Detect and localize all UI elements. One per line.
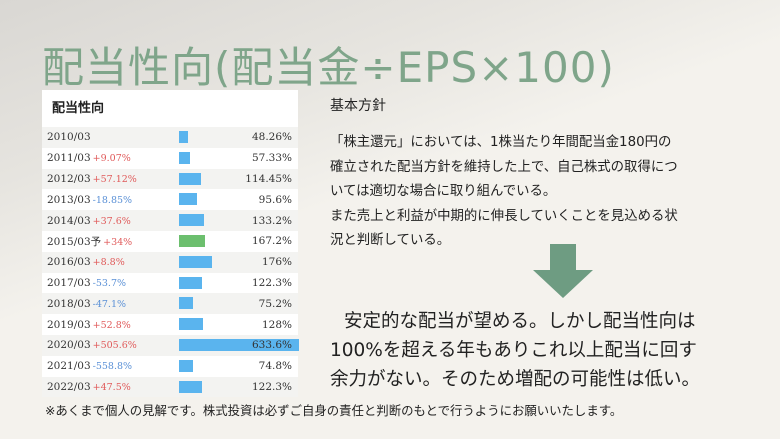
row-value: 114.45%: [245, 172, 292, 185]
conclusion-line: 100%を超える年もありこれ以上配当に回す: [330, 340, 697, 361]
table-row: 2015/03予 +34% 167.2%: [42, 230, 298, 252]
row-change: +47.5%: [92, 381, 131, 393]
policy-line: いては適切な場合に取り組んでいる。: [330, 184, 557, 199]
row-value: 128%: [261, 318, 292, 331]
row-value: 57.33%: [251, 152, 292, 165]
row-value: 122.3%: [251, 276, 292, 289]
row-bar: [179, 214, 204, 227]
row-value: 122.3%: [251, 380, 292, 393]
table-row: 2022/03 +47.5% 122.3%: [42, 376, 298, 398]
row-bar: [179, 318, 203, 331]
table-row: 2016/03 +8.8% 176%: [42, 251, 298, 273]
row-change: +505.6%: [92, 340, 137, 352]
row-bar: [179, 338, 299, 351]
table-row: 2012/03 +57.12% 114.45%: [42, 168, 298, 190]
slide-title: 配当性向(配当金÷EPS×100): [42, 43, 615, 92]
row-year: 2015/03予 +34%: [47, 235, 133, 248]
row-year: 2013/03 -18.85%: [47, 193, 133, 206]
row-year: 2014/03 +37.6%: [47, 214, 131, 227]
row-year: 2020/03 +505.6%: [47, 339, 137, 352]
row-bar: [179, 131, 188, 143]
row-bar: [179, 276, 202, 289]
row-value: 48.26%: [251, 131, 292, 144]
table-row: 2020/03 +505.6% 633.6%: [42, 334, 299, 356]
table-title: 配当性向: [52, 101, 105, 116]
row-value: 75.2%: [258, 297, 292, 310]
table-rows: 2010/03 48.26% 2011/03 +9.07% 57.33% 2012/03 +…: [42, 127, 299, 398]
row-bar: [179, 234, 205, 247]
policy-text: 「株主還元」においては、1株当たり年間配当金180円の 確立された配当方針を維持…: [330, 131, 770, 254]
table-row: 2010/03 48.26%: [42, 127, 298, 148]
policy-line: 「株主還元」においては、1株当たり年間配当金180円の: [330, 135, 672, 150]
down-arrow-icon: [533, 244, 593, 298]
row-bar: [179, 297, 193, 310]
row-bar: [179, 172, 201, 185]
row-change: +37.6%: [92, 215, 131, 227]
row-value: 633.6%: [251, 339, 292, 352]
table-row: 2011/03 +9.07% 57.33%: [42, 147, 298, 169]
row-change: +52.8%: [92, 319, 131, 331]
row-year: 2022/03 +47.5%: [47, 380, 131, 393]
row-change: +8.8%: [92, 257, 125, 269]
row-change: +34%: [103, 236, 133, 248]
row-year: 2021/03 -558.8%: [47, 360, 133, 373]
table-row: 2013/03 -18.85% 95.6%: [42, 189, 298, 211]
row-bar: [179, 151, 190, 164]
row-year: 2010/03: [47, 131, 91, 144]
row-change: -558.8%: [92, 361, 133, 373]
row-year: 2019/03 +52.8%: [47, 318, 131, 331]
row-value: 74.8%: [258, 360, 292, 373]
row-year: 2011/03 +9.07%: [47, 152, 131, 165]
conclusion-line: 余力がない。そのため増配の可能性は低い。: [330, 369, 701, 390]
row-change: +57.12%: [92, 173, 137, 185]
row-value: 167.2%: [251, 235, 292, 248]
conclusion-text: 安定的な配当が望める。しかし配当性向は 100%を超える年もありこれ以上配当に回…: [330, 307, 780, 394]
policy-heading: 基本方針: [330, 98, 386, 114]
conclusion-line: 安定的な配当が望める。しかし配当性向は: [344, 311, 696, 332]
row-change: +9.07%: [92, 153, 131, 165]
table-row: 2021/03 -558.8% 74.8%: [42, 355, 298, 377]
row-value: 95.6%: [258, 193, 292, 206]
policy-line: 況と判断している。: [330, 233, 451, 248]
row-change: -18.85%: [92, 194, 133, 206]
row-change: -47.1%: [92, 298, 127, 310]
table-row: 2014/03 +37.6% 133.2%: [42, 210, 298, 231]
table-row: 2019/03 +52.8% 128%: [42, 314, 298, 335]
policy-line: 確立された配当方針を維持した上で、自己株式の取得につ: [330, 159, 678, 175]
row-value: 176%: [261, 256, 292, 269]
table-row: 2017/03 -53.7% 122.3%: [42, 272, 298, 294]
row-year: 2017/03 -53.7%: [47, 276, 127, 289]
row-year: 2016/03 +8.8%: [47, 256, 125, 269]
row-value: 133.2%: [251, 214, 292, 227]
row-bar: [179, 380, 202, 393]
row-change: -53.7%: [92, 277, 127, 289]
row-bar: [179, 255, 212, 268]
row-bar: [179, 193, 197, 206]
row-year: 2012/03 +57.12%: [47, 172, 137, 185]
disclaimer: ※あくまで個人の見解です。株式投資は必ずご自身の責任と判断のもとで行うようにお願…: [45, 403, 623, 418]
table-row: 2018/03 -47.1% 75.2%: [42, 293, 298, 315]
row-bar: [179, 359, 193, 372]
row-year: 2018/03 -47.1%: [47, 297, 127, 310]
policy-line: また売上と利益が中期的に伸長していくことを見込める状: [330, 208, 678, 224]
